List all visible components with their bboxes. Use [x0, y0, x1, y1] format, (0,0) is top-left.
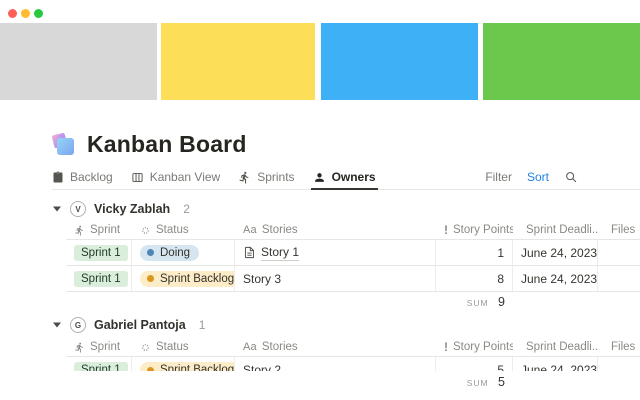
tab-sprints[interactable]: Sprints	[238, 165, 295, 189]
column-header-sprint[interactable]: Sprint	[66, 338, 132, 356]
group-sum[interactable]: sum 5	[66, 373, 505, 391]
sprint-tag[interactable]: Sprint 1	[74, 244, 128, 261]
board-columns-icon	[132, 172, 143, 182]
sticky-notes-icon[interactable]	[51, 132, 76, 158]
title-property-icon: Aa	[243, 224, 257, 236]
group-name: Gabriel Pantoja	[94, 318, 186, 332]
status-dot	[147, 366, 154, 371]
story-page-link[interactable]: Story 1	[261, 244, 300, 261]
group-name: Vicky Zablah	[94, 202, 171, 216]
story-title[interactable]: Story 2	[243, 363, 282, 371]
story-title[interactable]: Story 3	[243, 271, 282, 286]
sprint-deadline-value[interactable]: June 24, 2023	[521, 271, 598, 286]
exclamation-icon: !	[444, 340, 448, 354]
sprint-deadline-value[interactable]: June 24, 2023	[521, 363, 598, 371]
column-header-status[interactable]: Status	[132, 221, 235, 239]
group-sum[interactable]: sum 9	[66, 293, 505, 311]
title-property-icon: Aa	[243, 341, 257, 353]
tab-backlog[interactable]: Backlog	[52, 165, 113, 189]
sum-label: sum	[466, 378, 489, 388]
avatar: G	[70, 317, 86, 333]
table-row[interactable]: Sprint 1 Sprint Backlog Story 2 5 June 2…	[66, 357, 640, 371]
view-tabs-bar: Backlog Kanban View Sprints Owners Filte…	[52, 165, 640, 190]
column-header-files[interactable]: Files	[598, 338, 640, 356]
sprint-tag[interactable]: Sprint 1	[74, 362, 128, 371]
status-dot	[147, 249, 154, 256]
tab-owners[interactable]: Owners	[310, 165, 378, 190]
clipped-row-container: Sprint 1 Sprint Backlog Story 2 5 June 2…	[66, 357, 640, 371]
tab-label: Kanban View	[149, 170, 221, 184]
runner-icon	[75, 342, 83, 353]
table-controls: Filter Sort	[485, 165, 578, 189]
status-dot	[147, 275, 154, 282]
column-header-sprint-deadline[interactable]: Sprint Deadli...	[513, 221, 598, 239]
tab-label: Owners	[331, 170, 376, 184]
exclamation-icon: !	[444, 223, 448, 237]
files-cell[interactable]	[598, 266, 640, 291]
cover-block-blue	[321, 23, 478, 100]
runner-icon	[75, 225, 83, 236]
status-spinner-icon	[142, 343, 149, 351]
group-count: 2	[183, 202, 190, 216]
person-icon	[314, 172, 324, 182]
chevron-down-icon[interactable]	[52, 205, 62, 213]
tab-kanban-view[interactable]: Kanban View	[131, 165, 221, 189]
cover-block-yellow	[161, 23, 315, 100]
status-pill[interactable]: Sprint Backlog	[140, 362, 234, 371]
column-header-story-points[interactable]: ! Story Points	[444, 340, 513, 354]
column-header-stories[interactable]: Aa Stories	[243, 341, 298, 353]
files-cell[interactable]	[598, 357, 640, 371]
table-row[interactable]: Sprint 1 Sprint Backlog Story 3 8 June 2…	[66, 266, 640, 292]
column-header-sprint-deadline[interactable]: Sprint Deadli...	[513, 338, 598, 356]
search-icon[interactable]	[564, 170, 578, 184]
story-points-value[interactable]: 5	[497, 363, 504, 371]
filter-button[interactable]: Filter	[485, 170, 512, 184]
cover-block-green	[483, 23, 640, 100]
column-header-files[interactable]: Files	[598, 221, 640, 239]
files-cell[interactable]	[598, 240, 640, 265]
minimize-window-button[interactable]	[21, 9, 30, 18]
sprint-tag[interactable]: Sprint 1	[74, 270, 128, 287]
close-window-button[interactable]	[8, 9, 17, 18]
cover-banner	[0, 23, 640, 100]
story-points-value[interactable]: 1	[497, 245, 504, 260]
sum-label: sum	[466, 298, 489, 308]
column-header-stories[interactable]: Aa Stories	[243, 224, 298, 236]
table-header-row: Sprint Status Aa Stories ! Story Points …	[66, 338, 640, 357]
page-title: Kanban Board	[87, 131, 247, 157]
sum-value: 9	[498, 295, 505, 309]
status-pill[interactable]: Doing	[140, 244, 200, 261]
group-count: 1	[198, 318, 206, 332]
table-header-row: Sprint Status Aa Stories ! Story Points …	[66, 221, 640, 240]
group-header-vicky-zablah[interactable]: V Vicky Zablah 2	[52, 199, 190, 219]
chevron-down-icon[interactable]	[52, 321, 62, 329]
tab-label: Backlog	[70, 170, 113, 184]
status-spinner-icon	[142, 226, 149, 234]
table-row[interactable]: Sprint 1 Doing Story 1 1 June 24, 2023	[66, 240, 640, 266]
page-icon	[244, 246, 255, 259]
avatar: V	[70, 201, 86, 217]
fullscreen-window-button[interactable]	[34, 9, 43, 18]
sort-button[interactable]: Sort	[526, 170, 549, 184]
tab-label: Sprints	[257, 170, 295, 184]
column-header-story-points[interactable]: ! Story Points	[444, 223, 513, 237]
column-header-status[interactable]: Status	[132, 338, 235, 356]
clipboard-icon	[53, 171, 63, 183]
sprint-deadline-value[interactable]: June 24, 2023	[521, 245, 598, 260]
column-header-sprint[interactable]: Sprint	[66, 221, 132, 239]
cover-block-gray	[0, 23, 157, 100]
window-titlebar	[0, 0, 640, 23]
view-tabs: Backlog Kanban View Sprints Owners	[52, 165, 378, 190]
group-header-gabriel-pantoja[interactable]: G Gabriel Pantoja 1	[52, 315, 205, 335]
page-header: Kanban Board	[51, 131, 247, 158]
story-points-value[interactable]: 8	[497, 271, 504, 286]
status-pill[interactable]: Sprint Backlog	[140, 270, 234, 287]
sum-value: 5	[498, 375, 505, 389]
runner-icon	[239, 171, 249, 183]
